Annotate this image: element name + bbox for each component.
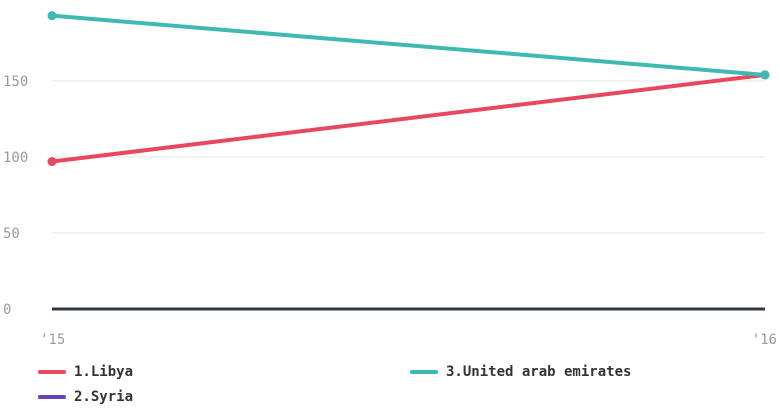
data-point[interactable] [47, 157, 57, 167]
legend-label-syria: 2.Syria [74, 389, 134, 405]
x-tick-label: '15 [40, 332, 65, 348]
data-point[interactable] [47, 11, 57, 21]
legend-swatch-syria [38, 395, 66, 399]
y-axis-ticks: 0 50 100 150 [3, 74, 28, 318]
series-line [50, 72, 767, 164]
gridlines [52, 80, 765, 311]
y-tick-label: 150 [3, 74, 28, 90]
y-tick-label: 50 [3, 226, 20, 242]
line-chart: 0 50 100 150 '15 '16 [3, 11, 777, 348]
legend-label-libya: 1.Libya [74, 364, 134, 380]
legend-item-syria[interactable]: 2.Syria [38, 386, 133, 408]
series-line [50, 13, 767, 77]
legend-swatch-libya [38, 370, 66, 374]
x-axis-ticks: '15 '16 [40, 332, 777, 348]
y-tick-label: 100 [3, 150, 28, 166]
data-point[interactable] [760, 70, 770, 80]
y-tick-label: 0 [3, 302, 11, 318]
series-lines [47, 11, 770, 167]
legend-swatch-uae [410, 370, 438, 374]
legend-item-uae[interactable]: 3.United arab emirates [410, 361, 631, 383]
x-tick-label: '16 [752, 332, 777, 348]
legend-label-uae: 3.United arab emirates [446, 364, 632, 380]
legend-item-libya[interactable]: 1.Libya [38, 361, 133, 383]
legend: 1.Libya 2.Syria 3.United arab emirates [0, 356, 780, 405]
